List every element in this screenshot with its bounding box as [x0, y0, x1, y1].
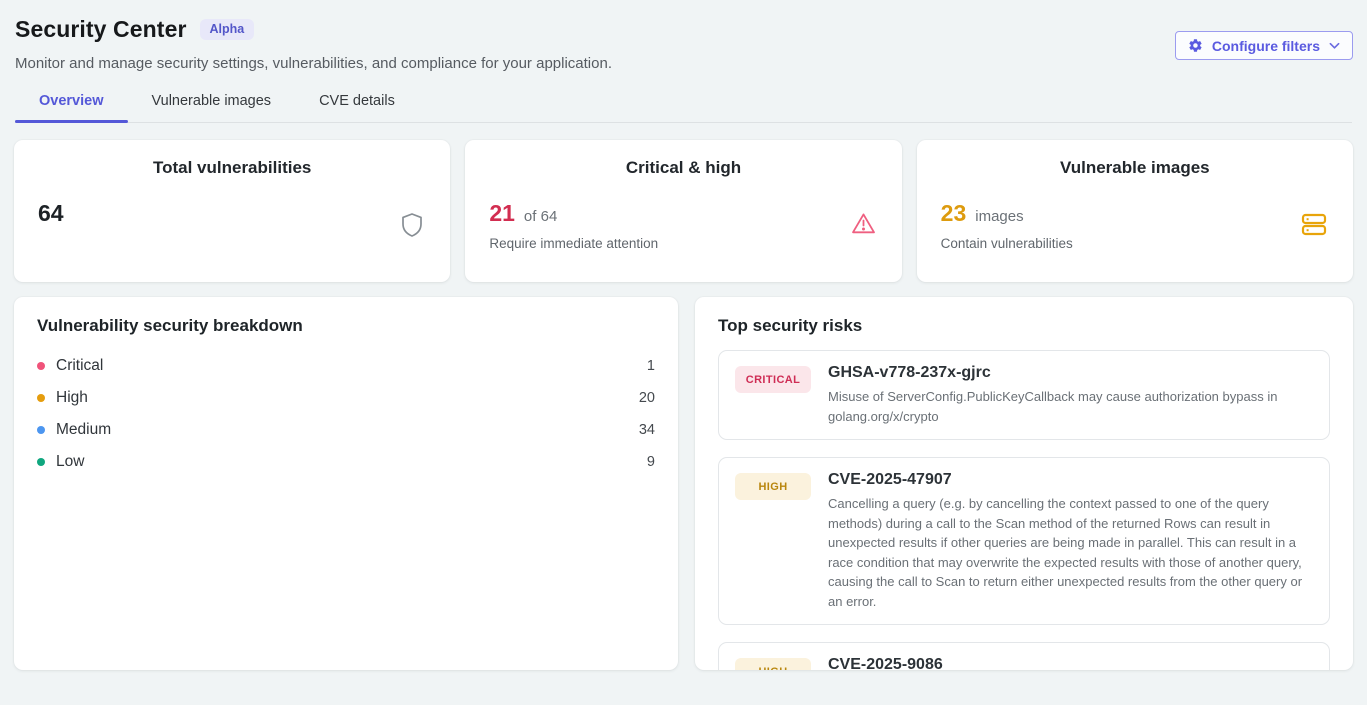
low-dot-icon [37, 458, 45, 466]
panels-row: Vulnerability security breakdown Critica… [14, 297, 1353, 670]
shield-icon [400, 212, 424, 243]
risk-description: Misuse of ServerConfig.PublicKeyCallback… [828, 389, 1278, 424]
page-header: Security Center Alpha Monitor and manage… [0, 0, 1367, 123]
critical-dot-icon [37, 362, 45, 370]
tab-cve-details[interactable]: CVE details [319, 93, 395, 109]
stat-card-vulnerable-images: Vulnerable images 23 images Contain vuln… [916, 140, 1353, 282]
configure-filters-label: Configure filters [1211, 37, 1320, 54]
severity-badge: HIGH [735, 658, 811, 670]
stat-suffix: of 64 [523, 208, 558, 225]
stats-row: Total vulnerabilities 64 Critical & high… [14, 140, 1353, 282]
configure-filters-button[interactable]: Configure filters [1174, 31, 1353, 60]
stat-suffix: images [975, 208, 1024, 225]
stat-value: 21 [489, 200, 515, 226]
stat-caption: Contain vulnerabilities [940, 236, 1073, 251]
breakdown-row-critical: Critical 1 [37, 350, 655, 382]
page-subtitle: Monitor and manage security settings, vu… [15, 55, 612, 72]
severity-badge: CRITICAL [735, 366, 811, 393]
stat-title: Total vulnerabilities [152, 158, 312, 177]
top-security-risks-panel: Top security risks CRITICAL GHSA-v778-23… [695, 297, 1353, 670]
breakdown-row-medium: Medium 34 [37, 414, 655, 446]
chevron-down-icon [1329, 42, 1340, 50]
stat-title: Critical & high [625, 158, 742, 177]
risk-item[interactable]: HIGH CVE-2025-9086 [718, 642, 1330, 670]
tab-overview[interactable]: Overview [15, 93, 128, 123]
high-dot-icon [37, 394, 45, 402]
main-content: Total vulnerabilities 64 Critical & high… [0, 123, 1367, 670]
severity-badge: HIGH [735, 473, 811, 500]
page-title: Security Center [15, 16, 187, 42]
server-icon [1301, 212, 1327, 242]
breakdown-title: Vulnerability security breakdown [37, 316, 303, 335]
risks-title: Top security risks [718, 316, 863, 335]
tab-bar: Overview Vulnerable images CVE details [15, 93, 1352, 123]
breakdown-row-low: Low 9 [37, 446, 655, 478]
alpha-badge: Alpha [199, 19, 255, 40]
risk-item[interactable]: HIGH CVE-2025-47907 Cancelling a query (… [718, 457, 1330, 625]
stat-value: 23 [940, 200, 967, 226]
stat-card-total-vulnerabilities: Total vulnerabilities 64 [14, 140, 451, 282]
stat-title: Vulnerable images [1060, 158, 1210, 177]
stat-caption: Require immediate attention [489, 236, 659, 251]
vulnerability-breakdown-panel: Vulnerability security breakdown Critica… [14, 297, 678, 670]
stat-value: 64 [38, 200, 64, 226]
gear-icon [1188, 38, 1203, 53]
risk-item[interactable]: CRITICAL GHSA-v778-237x-gjrc Misuse of S… [718, 350, 1330, 440]
stat-card-critical-high: Critical & high 21 of 64 Require immedia… [465, 140, 902, 282]
warning-icon [851, 212, 876, 240]
risk-id: CVE-2025-9086 [828, 656, 943, 670]
breakdown-row-high: High 20 [37, 382, 655, 414]
risk-description: Cancelling a query (e.g. by cancelling t… [828, 496, 1303, 609]
risk-id: CVE-2025-47907 [828, 471, 952, 488]
risk-id: GHSA-v778-237x-gjrc [828, 364, 991, 381]
medium-dot-icon [37, 426, 45, 434]
tab-vulnerable-images[interactable]: Vulnerable images [151, 93, 272, 109]
